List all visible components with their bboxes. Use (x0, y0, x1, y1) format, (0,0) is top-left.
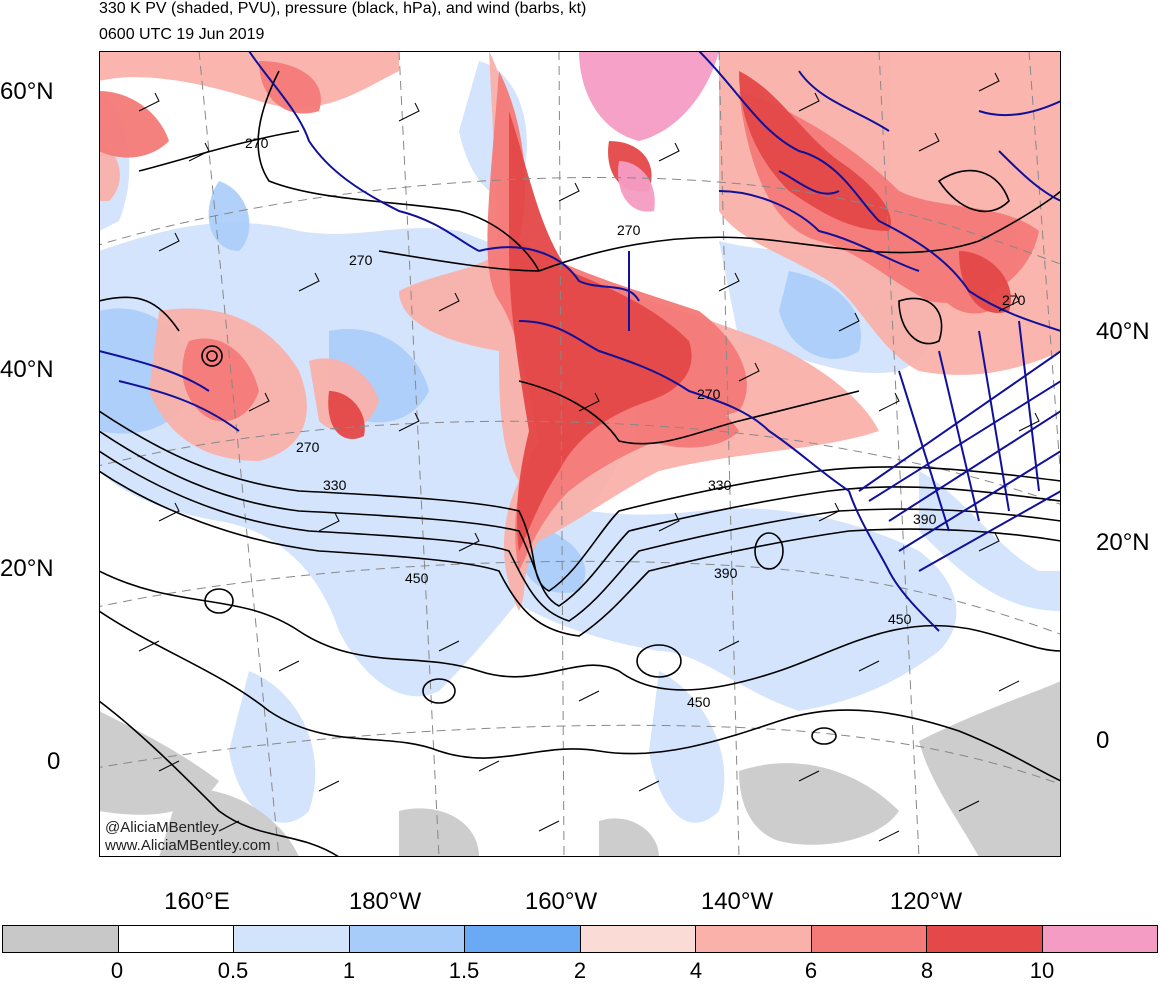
lat-label-right: 20°N (1096, 529, 1150, 556)
colorbar-swatch (465, 926, 581, 952)
pressure-contours (99, 70, 1061, 857)
colorbar-swatch (811, 926, 927, 952)
lon-label: 160°W (524, 888, 598, 915)
colorbar-swatch (927, 926, 1043, 952)
colorbar-swatch (118, 926, 234, 952)
colorbar-tick-label: 1.5 (448, 958, 480, 983)
figure-title: 330 K PV (shaded, PVU), pressure (black,… (99, 0, 587, 17)
contour-label: 270 (1002, 292, 1026, 308)
lon-label: 180°W (348, 888, 422, 915)
contour-labels: 270 270 270 270 270 270 330 330 390 390 … (245, 135, 1026, 710)
lon-label: 140°W (700, 888, 774, 915)
contour-label: 270 (617, 222, 641, 238)
contour-label: 390 (913, 511, 937, 527)
lat-label-left: 0 (47, 748, 61, 775)
colorbar (2, 925, 1158, 953)
pv-shading-light-blue (99, 61, 1061, 823)
contour-label: 390 (714, 565, 738, 581)
contour-label: 450 (405, 570, 429, 586)
credit-handle: @AliciaMBentley (105, 819, 219, 836)
lat-label-left: 20°N (0, 555, 54, 582)
coastlines (99, 51, 1061, 632)
contour-label: 330 (708, 477, 732, 493)
colorbar-tick-label: 4 (689, 958, 703, 983)
lon-label: 160°E (164, 888, 230, 915)
map-panel: 270 270 270 270 270 270 330 330 390 390 … (99, 51, 1061, 857)
valid-time: 0600 UTC 19 Jun 2019 (99, 26, 265, 43)
colorbar-tick-label: 6 (804, 958, 818, 983)
colorbar-swatch (1042, 926, 1157, 952)
colorbar-tick-label: 10 (1029, 958, 1055, 983)
colorbar-swatch (3, 926, 119, 952)
colorbar-swatch (580, 926, 696, 952)
lat-label-left: 40°N (0, 356, 54, 383)
map-frame (99, 51, 1061, 857)
colorbar-tick-label: 8 (920, 958, 934, 983)
credit-website: www.AliciaMBentley.com (105, 837, 271, 854)
contour-label: 270 (245, 135, 269, 151)
contour-label: 450 (687, 694, 711, 710)
contour-label: 450 (888, 611, 912, 627)
contour-label: 270 (697, 386, 721, 402)
lat-label-left: 60°N (0, 78, 54, 105)
lon-label: 120°W (889, 888, 963, 915)
colorbar-swatch (696, 926, 812, 952)
lat-label-right: 40°N (1096, 318, 1150, 345)
colorbar-tick-label: 1 (342, 958, 356, 983)
lat-label-right: 0 (1096, 727, 1110, 754)
colorbar-tick-label: 0.5 (217, 958, 249, 983)
contour-label: 330 (323, 477, 347, 493)
contour-label: 270 (349, 252, 373, 268)
wind-barbs (138, 72, 1040, 842)
colorbar-swatch (349, 926, 465, 952)
pv-shading-gray (99, 681, 1061, 857)
contour-label: 270 (296, 439, 320, 455)
colorbar-tick-label: 0 (110, 958, 124, 983)
pv-shading-pink (579, 51, 719, 212)
colorbar-tick-label: 2 (573, 958, 587, 983)
colorbar-swatch (234, 926, 350, 952)
